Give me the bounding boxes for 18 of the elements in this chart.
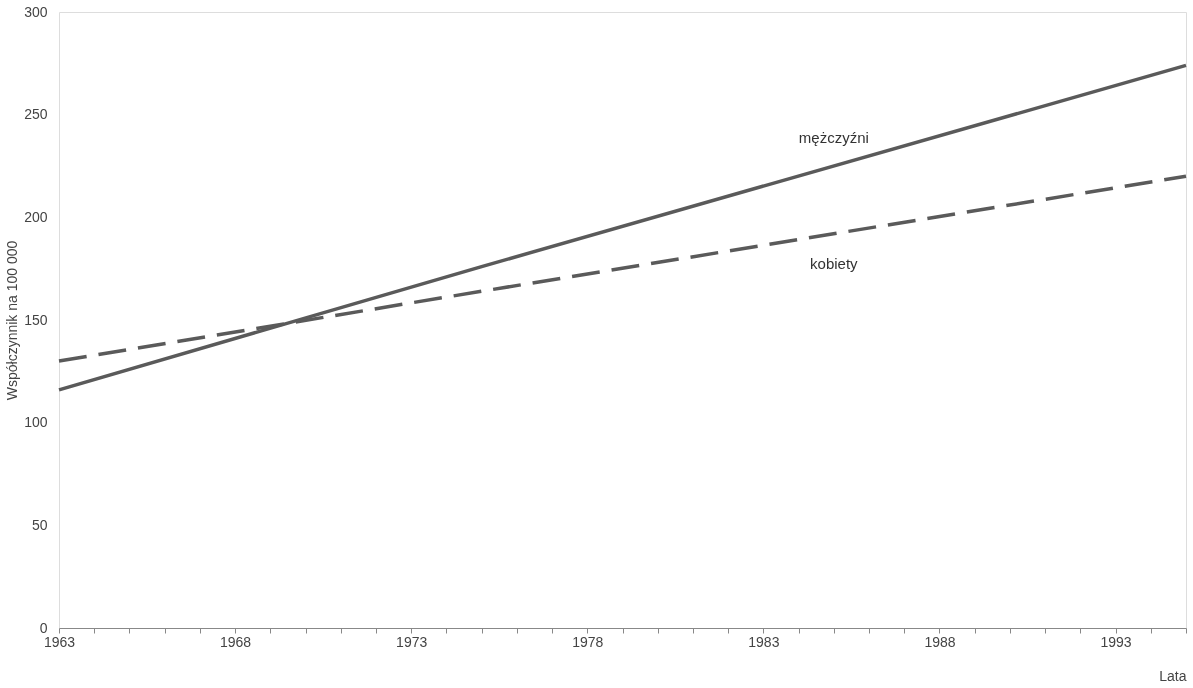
x-tick-label: 1993 bbox=[1100, 633, 1132, 650]
y-axis-title: Współczynnik na 100 000 bbox=[4, 240, 21, 401]
y-tick-label: 200 bbox=[24, 208, 48, 225]
x-tick-label: 1988 bbox=[924, 633, 956, 650]
series-label: mężczyźni bbox=[798, 129, 869, 146]
x-tick-label: 1978 bbox=[572, 633, 604, 650]
series-label: kobiety bbox=[810, 254, 859, 272]
y-tick-label: 0 bbox=[39, 619, 48, 636]
y-tick-label: 100 bbox=[24, 414, 48, 431]
x-tick-label: 1963 bbox=[43, 633, 76, 650]
x-tick-label: 1973 bbox=[396, 633, 428, 650]
y-tick-label: 50 bbox=[31, 516, 48, 533]
x-tick-label: 1983 bbox=[748, 633, 780, 650]
x-tick-label: 1968 bbox=[220, 633, 252, 650]
x-axis-title: Lata bbox=[1159, 667, 1187, 684]
y-tick-label: 250 bbox=[24, 106, 48, 123]
y-tick-label: 300 bbox=[24, 3, 48, 20]
y-tick-label: 150 bbox=[24, 311, 48, 328]
